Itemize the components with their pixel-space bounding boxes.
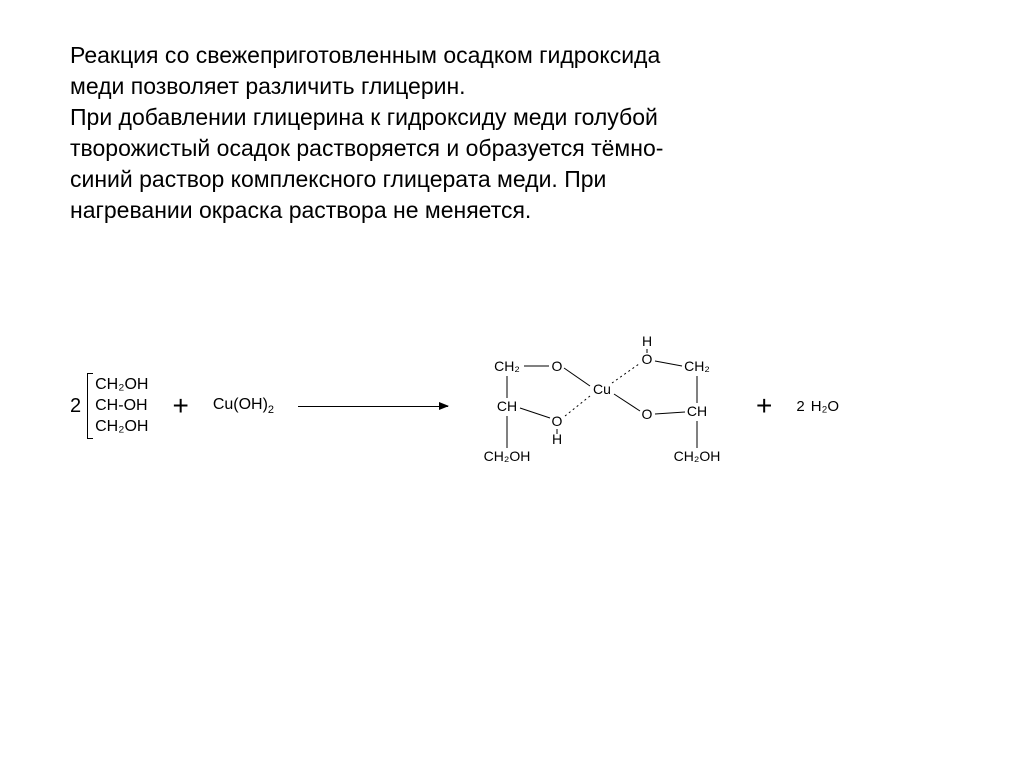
glycerol-row-2: CH-OH — [95, 396, 148, 417]
para-line-1: Реакция со свежеприготовленным осадком г… — [70, 42, 660, 68]
plus-sign-2: + — [756, 390, 772, 422]
glycerol-row-3: CH₂OH — [95, 417, 148, 438]
lbl-ch2-right-top: CH₂ — [684, 358, 710, 374]
lbl-ch-right-mid: CH — [687, 403, 707, 419]
para-line-3: При добавлении глицерина к гидроксиду ме… — [70, 104, 658, 130]
product-water: 2 H₂O — [796, 398, 839, 415]
lbl-ch-left-mid: CH — [497, 398, 517, 414]
reaction-equation: 2 CH₂OH CH-OH CH₂OH + Cu(OH)2 CH₂ CH CH₂… — [70, 316, 954, 496]
lbl-O-left-top: O — [552, 358, 563, 374]
glycerol-structure: CH₂OH CH-OH CH₂OH — [87, 373, 148, 439]
reactant-glycerol: 2 CH₂OH CH-OH CH₂OH — [70, 373, 148, 439]
lbl-ch2oh-right-bot: CH₂OH — [674, 448, 721, 464]
lbl-Cu: Cu — [593, 381, 611, 397]
cuoh-sub: 2 — [268, 404, 274, 416]
lbl-H-right-top: H — [642, 333, 652, 349]
product-copper-glycerate: CH₂ CH CH₂OH O O H Cu — [472, 316, 732, 496]
glycerol-row-1: CH₂OH — [95, 375, 148, 396]
reagent-cuoh2: Cu(OH)2 — [213, 396, 274, 416]
para-line-5: синий раствор комплексного глицерата мед… — [70, 166, 606, 192]
reaction-arrow-icon — [298, 406, 448, 407]
lbl-ch2-left-top: CH₂ — [494, 358, 520, 374]
para-line-6: нагревании окраска раствора не меняется. — [70, 197, 531, 223]
para-line-2: меди позволяет различить глицерин. — [70, 73, 466, 99]
plus-sign-1: + — [172, 390, 188, 422]
cuoh-text: Cu(OH) — [213, 396, 268, 413]
para-line-4: творожистый осадок растворяется и образу… — [70, 135, 663, 161]
lbl-O-left-bot: O — [552, 413, 563, 429]
lbl-O-right-top: O — [642, 351, 653, 367]
description-paragraph: Реакция со свежеприготовленным осадком г… — [70, 40, 954, 226]
lbl-O-right-bot: O — [642, 406, 653, 422]
coefficient-glycerol: 2 — [70, 395, 81, 418]
lbl-ch2oh-left-bot: CH₂OH — [484, 448, 531, 464]
water-coeff: 2 — [796, 398, 804, 415]
water-formula: H₂O — [811, 398, 839, 415]
